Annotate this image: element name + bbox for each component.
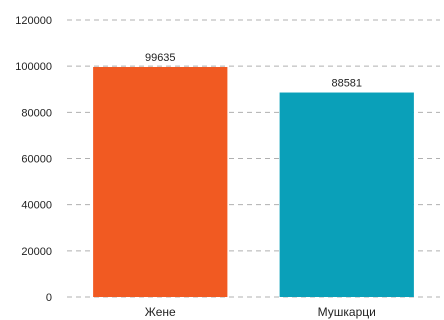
y-tick-label: 20000 xyxy=(21,246,52,258)
y-axis-ticks: 0 20000 40000 60000 80000 100000 120000 xyxy=(15,15,52,304)
y-tick-label: 120000 xyxy=(15,15,52,27)
y-tick-label: 0 xyxy=(46,292,52,304)
category-label: Жене xyxy=(145,305,176,319)
y-tick-label: 40000 xyxy=(21,200,52,212)
y-tick-label: 80000 xyxy=(21,107,52,119)
bar-value-label: 88581 xyxy=(331,78,362,90)
data-labels: 99635 88581 xyxy=(145,52,362,90)
bar xyxy=(93,67,228,297)
bar xyxy=(279,92,414,297)
x-axis-categories: Жене Мушкарци xyxy=(145,305,376,319)
bar-value-label: 99635 xyxy=(145,52,176,64)
y-tick-label: 60000 xyxy=(21,154,52,166)
y-tick-label: 100000 xyxy=(15,61,52,73)
category-label: Мушкарци xyxy=(318,305,376,319)
bars xyxy=(93,67,414,297)
